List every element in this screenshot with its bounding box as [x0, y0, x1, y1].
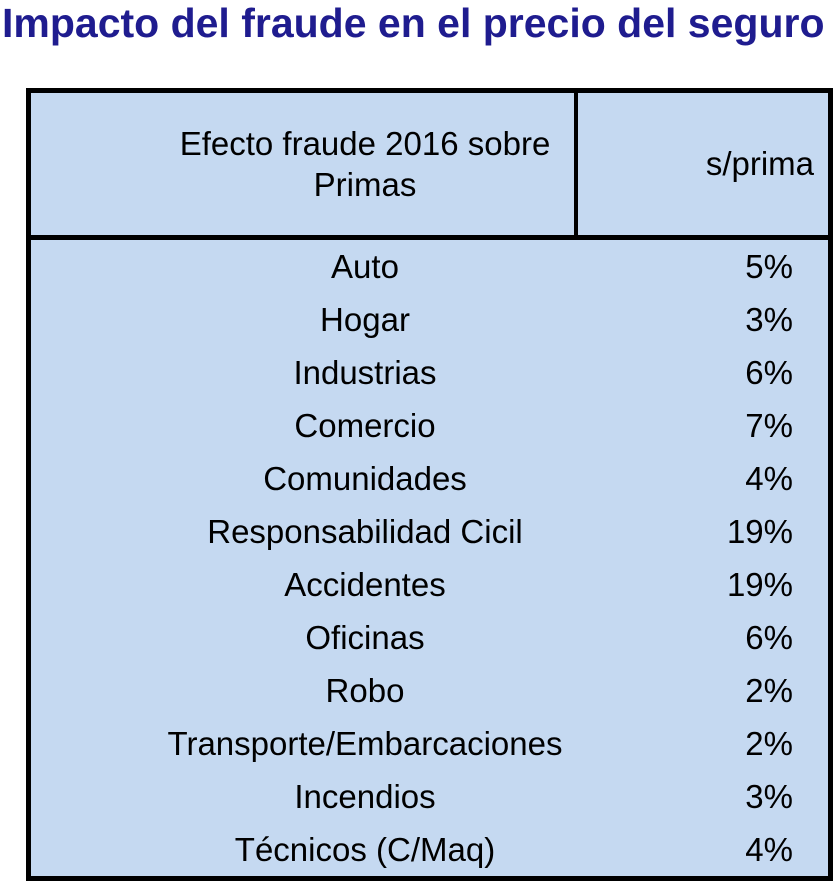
row-value: 2%	[745, 671, 793, 709]
row-value: 4%	[745, 459, 793, 497]
header-sprima-label: s/prima	[705, 145, 814, 182]
row-label: Técnicos (C/Maq)	[234, 830, 496, 868]
row-label: Robo	[325, 671, 405, 709]
table-row: Hogar 3%	[31, 293, 828, 346]
table-row: Accidentes 19%	[31, 558, 828, 611]
header-cell-sprima: s/prima	[578, 93, 828, 235]
header-cell-category: Efecto fraude 2016 sobre Primas	[31, 93, 578, 235]
table-body: Auto 5% Hogar 3% Industrias 6% Comercio …	[31, 240, 828, 876]
table-row: Auto 5%	[31, 240, 828, 293]
row-value: 4%	[745, 830, 793, 868]
row-value: 19%	[726, 512, 793, 550]
row-value: 5%	[745, 247, 793, 285]
row-value: 3%	[745, 777, 793, 815]
fraud-impact-table: Efecto fraude 2016 sobre Primas s/prima …	[26, 88, 833, 881]
row-label: Auto	[331, 247, 399, 285]
row-label: Comercio	[294, 406, 436, 444]
row-label: Incendios	[294, 777, 436, 815]
header-category-line2: Primas	[313, 166, 417, 203]
table-row: Robo 2%	[31, 664, 828, 717]
table-row: Oficinas 6%	[31, 611, 828, 664]
row-label: Transporte/Embarcaciones	[167, 724, 563, 762]
row-value: 2%	[745, 724, 793, 762]
row-label: Industrias	[293, 353, 437, 391]
table-row: Comunidades 4%	[31, 452, 828, 505]
table-row: Transporte/Embarcaciones 2%	[31, 717, 828, 770]
table-header-row: Efecto fraude 2016 sobre Primas s/prima	[31, 93, 828, 240]
row-value: 3%	[745, 300, 793, 338]
table-row: Técnicos (C/Maq) 4%	[31, 823, 828, 876]
header-category-line1: Efecto fraude 2016 sobre	[179, 125, 551, 162]
page-title: Impacto del fraude en el precio del segu…	[2, 0, 825, 46]
row-value: 7%	[745, 406, 793, 444]
row-label: Accidentes	[284, 565, 446, 603]
table-row: Responsabilidad Cicil 19%	[31, 505, 828, 558]
row-label: Comunidades	[263, 459, 467, 497]
row-value: 19%	[726, 565, 793, 603]
row-value: 6%	[745, 618, 793, 656]
row-label: Oficinas	[305, 618, 425, 656]
row-label: Responsabilidad Cicil	[207, 512, 523, 550]
table-row: Incendios 3%	[31, 770, 828, 823]
table-row: Industrias 6%	[31, 346, 828, 399]
table-row: Comercio 7%	[31, 399, 828, 452]
row-value: 6%	[745, 353, 793, 391]
row-label: Hogar	[320, 300, 410, 338]
